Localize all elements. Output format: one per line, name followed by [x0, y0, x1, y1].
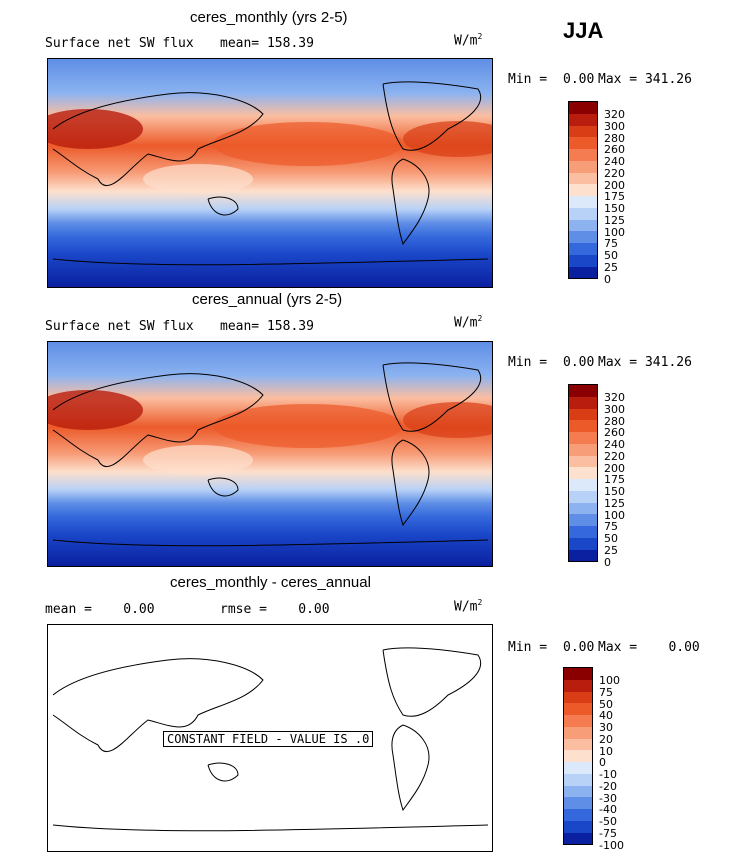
- panel-1-max: Max = 341.26: [598, 72, 692, 87]
- panel-1-units: W/m2: [454, 32, 483, 49]
- panel-2-min-label: Min =: [508, 355, 548, 370]
- panel-3-colorbar: [563, 667, 593, 845]
- panel-1-map: [47, 58, 493, 288]
- panel-1-field: [48, 59, 492, 287]
- panel-1-min-value: 0.00: [563, 72, 595, 87]
- panel-3-title: ceres_monthly - ceres_annual: [170, 574, 371, 591]
- panel-3-min-label: Min =: [508, 640, 548, 655]
- panel-3-max: Max = 0.00: [598, 640, 700, 655]
- panel-3-colorbar-ticks: 100 75 50 40 30 20 10 0 -10 -20 -30 -40 -50 -75 -1…: [599, 674, 624, 852]
- panel-2-mean: mean= 158.39: [220, 319, 314, 334]
- panel-1-colorbar-ticks: 320 300 280 260 240 220 200 175 150 125 100 75 5…: [604, 108, 625, 286]
- panel-2-max: Max = 341.26: [598, 355, 692, 370]
- panel-2-colorbar-ticks: 320 300 280 260 240 220 200 175 150 125 100 75 5…: [604, 391, 625, 569]
- panel-3-units: W/m2: [454, 598, 483, 615]
- panel-1-colorbar: [568, 101, 598, 279]
- panel-2-title: ceres_annual (yrs 2-5): [192, 291, 343, 308]
- panel-3-rmse: rmse = 0.00: [220, 602, 330, 617]
- panel-3-mean: mean = 0.00: [45, 602, 155, 617]
- panel-1-title: ceres_monthly (yrs 2-5): [190, 9, 348, 26]
- panel-2-units: W/m2: [454, 314, 483, 331]
- panel-1-subtitle: Surface net SW flux: [45, 36, 194, 51]
- panel-1-min-label: Min =: [508, 72, 548, 87]
- panel-2-colorbar: [568, 384, 598, 562]
- panel-1-mean: mean= 158.39: [220, 36, 314, 51]
- panel-2-min-value: 0.00: [563, 355, 595, 370]
- panel-2-subtitle: Surface net SW flux: [45, 319, 194, 334]
- panel-3-min-value: 0.00: [563, 640, 595, 655]
- panel-2-field: [48, 342, 492, 566]
- constant-field-note: CONSTANT FIELD - VALUE IS .0: [163, 731, 374, 747]
- season-label: JJA: [563, 18, 604, 43]
- panel-3-map: CONSTANT FIELD - VALUE IS .0: [47, 624, 493, 852]
- panel-2-map: [47, 341, 493, 567]
- panel-3-coastlines: [52, 647, 489, 832]
